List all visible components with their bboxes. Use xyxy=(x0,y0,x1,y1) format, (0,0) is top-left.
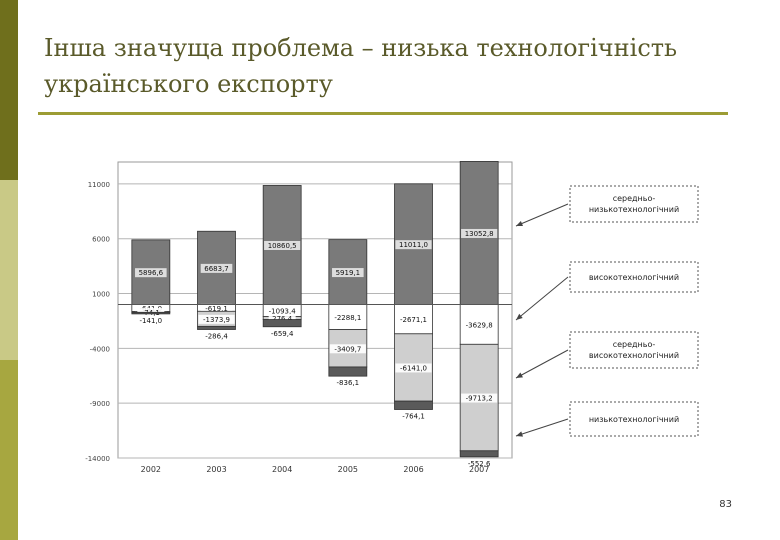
bar-segment xyxy=(262,319,302,328)
data-label: 10860,5 xyxy=(268,242,297,250)
legend-box xyxy=(569,401,699,437)
data-label-bg xyxy=(332,378,364,388)
x-tick-label: 2007 xyxy=(469,465,489,474)
x-tick-label: 2004 xyxy=(272,465,292,474)
data-label-bg xyxy=(264,306,301,316)
data-label: 11011,0 xyxy=(399,241,428,249)
side-bar-bottom xyxy=(0,360,18,540)
data-label-bg xyxy=(461,393,498,403)
data-label: 5919,1 xyxy=(336,269,361,277)
data-label-bg xyxy=(200,303,233,313)
data-label-bg xyxy=(200,331,233,341)
data-label: 276,4 xyxy=(272,315,293,323)
data-label-bg xyxy=(395,315,432,325)
x-tick-label: 2002 xyxy=(141,465,161,474)
legend-label-line: середньо- xyxy=(613,340,656,349)
bar-segment xyxy=(459,450,499,458)
y-tick-label: 11000 xyxy=(88,181,110,189)
data-label-bg xyxy=(264,240,301,250)
title-line-2: українського експорту xyxy=(44,70,333,98)
data-label: -9713,2 xyxy=(466,395,493,403)
legend-label: низькотехнологічний xyxy=(589,415,679,424)
legend-arrow xyxy=(515,349,569,379)
legend-arrow-head xyxy=(516,431,523,437)
y-tick-label: 1000 xyxy=(92,291,110,299)
data-label: -286,4 xyxy=(205,333,228,341)
data-label-bg xyxy=(198,314,235,324)
legend-arrow xyxy=(515,203,569,227)
y-tick-label: -4000 xyxy=(90,345,110,353)
x-tick-label: 2005 xyxy=(338,465,358,474)
data-label-bg xyxy=(268,314,296,324)
data-label-bg xyxy=(135,268,167,278)
legend-arrow xyxy=(515,418,569,437)
bar-segment xyxy=(394,400,433,410)
data-label: 6683,7 xyxy=(204,265,229,273)
side-bar-top xyxy=(0,0,18,180)
data-label: -659,4 xyxy=(271,330,294,338)
legend-box xyxy=(569,331,699,369)
legend-box xyxy=(569,261,699,293)
data-label: 13052,8 xyxy=(465,230,494,238)
data-label: -1373,9 xyxy=(203,316,230,324)
plot-area xyxy=(117,161,513,459)
data-label: -141,0 xyxy=(140,317,163,325)
legend-arrow-head xyxy=(516,220,523,226)
data-label: 5896,6 xyxy=(139,269,164,277)
title-underline xyxy=(38,112,728,115)
side-bar-middle xyxy=(0,180,18,360)
legend-label-line: середньо- xyxy=(613,194,656,203)
legend-box xyxy=(569,185,699,223)
data-label-bg xyxy=(463,458,495,468)
legend-label: високотехнологічний xyxy=(589,273,679,282)
data-label-bg xyxy=(329,313,366,323)
data-label: -3409,7 xyxy=(334,345,361,353)
data-label-bg xyxy=(395,240,432,250)
bar-segment xyxy=(131,311,171,315)
x-tick-label: 2006 xyxy=(403,465,423,474)
page-number: 83 xyxy=(719,499,732,510)
legend-label-line: низькотехнологічний xyxy=(589,205,679,214)
data-label: -1093,4 xyxy=(269,308,297,316)
data-label: -552,6 xyxy=(468,460,491,468)
data-label-bg xyxy=(461,228,498,238)
y-tick-label: 6000 xyxy=(92,236,110,244)
bar-segment xyxy=(197,325,236,330)
data-label: -836,1 xyxy=(337,379,360,387)
data-label: -3629,8 xyxy=(466,321,493,329)
y-tick-label: -9000 xyxy=(90,400,110,408)
data-label: -2288,1 xyxy=(334,314,361,322)
data-label-bg xyxy=(332,268,364,278)
data-label-bg xyxy=(461,320,498,330)
x-tick-label: 2003 xyxy=(206,465,226,474)
data-label-bg xyxy=(395,363,432,373)
data-label-bg xyxy=(397,411,430,421)
slide-title: Інша значуща проблема – низька технологі… xyxy=(44,30,744,102)
data-label: -619,1 xyxy=(205,305,228,313)
legend-arrow xyxy=(515,276,569,321)
legend-arrow-head xyxy=(516,313,523,320)
legend-arrow-head xyxy=(516,372,523,378)
data-label-bg xyxy=(266,328,298,338)
data-label: -6141,0 xyxy=(400,364,427,372)
data-label: -764,1 xyxy=(402,413,425,421)
bar-segment xyxy=(328,366,368,377)
data-label-bg xyxy=(200,263,233,273)
legend-label-line: високотехнологічний xyxy=(589,351,679,360)
title-line-1: Інша значуща проблема – низька технологі… xyxy=(44,34,678,62)
data-label: -2671,1 xyxy=(400,316,427,324)
data-label-bg xyxy=(329,344,366,354)
y-tick-label: -14000 xyxy=(85,455,110,463)
data-label-bg xyxy=(135,315,167,325)
